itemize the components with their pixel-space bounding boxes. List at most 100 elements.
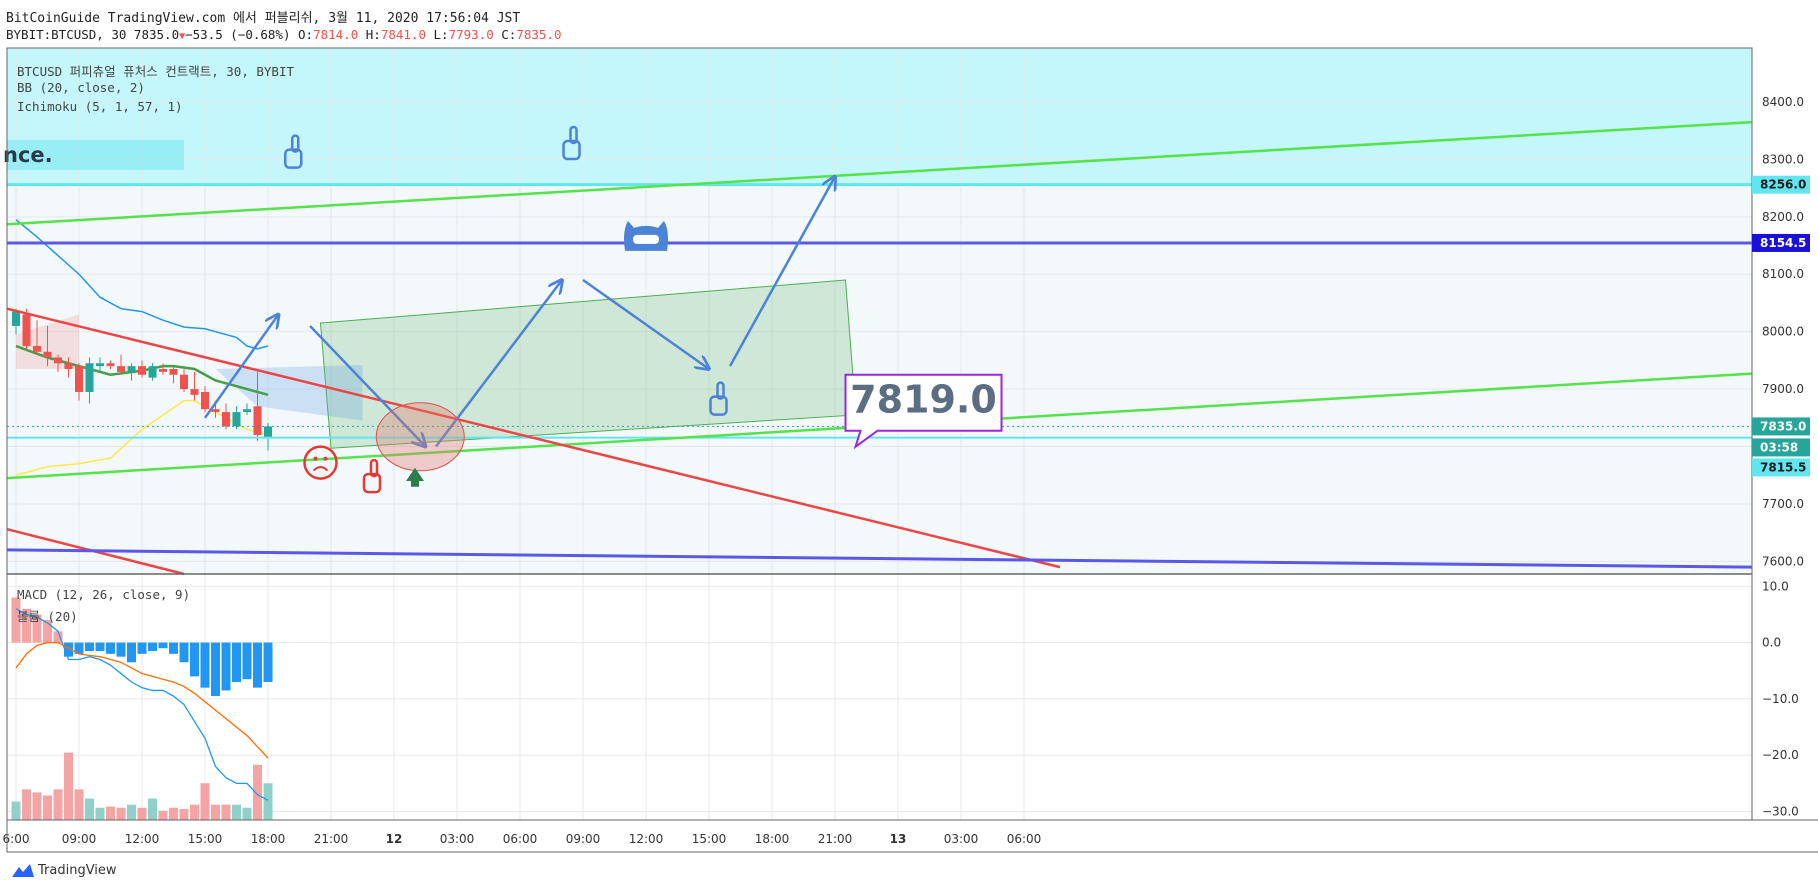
- macd-tick-label: 0.0: [1762, 636, 1781, 650]
- volume-bar: [22, 789, 31, 820]
- reversal-ellipse: [375, 402, 465, 472]
- time-tick-label: 18:00: [755, 832, 790, 846]
- price-tick-label: 8300.0: [1762, 152, 1804, 166]
- candle-body: [64, 363, 73, 369]
- candle-body: [22, 314, 31, 347]
- price-callout-text: 7819.0: [850, 378, 997, 422]
- github-cat-icon: [624, 220, 668, 251]
- tradingview-logo[interactable]: TradingView: [8, 862, 117, 878]
- macd-tick-label: −10.0: [1762, 692, 1799, 706]
- ichimoku-legend: Ichimoku (5, 1, 57, 1): [17, 99, 183, 114]
- projection-arrow: [582, 278, 709, 369]
- time-tick-label: 12:00: [629, 832, 664, 846]
- macd-legend: MACD (12, 26, close, 9): [17, 587, 191, 602]
- volume-bar: [43, 795, 52, 820]
- volume-bar: [127, 804, 136, 820]
- macd-pane-bg: [7, 575, 1752, 820]
- macd-histogram-bar: [200, 642, 210, 688]
- macd-histogram-bar: [22, 608, 31, 643]
- volume-bar: [148, 798, 157, 820]
- note-box: [7, 139, 184, 170]
- low-value: 7793.0: [448, 27, 494, 42]
- bb-upper-line: [15, 219, 269, 350]
- candle-body: [180, 374, 188, 390]
- candle-body: [243, 409, 251, 413]
- hand-finger: [716, 381, 725, 400]
- volume-bar: [64, 752, 73, 820]
- candles: [12, 308, 272, 451]
- candle-body: [169, 368, 178, 375]
- macd-histogram-bar: [64, 642, 73, 657]
- volume-bar: [85, 798, 94, 820]
- volume-bar: [158, 810, 168, 820]
- price-change: −53.5 (−0.68%): [185, 27, 291, 42]
- price-label-text: 8154.5: [1760, 236, 1806, 250]
- macd-histogram-bar: [221, 642, 231, 691]
- macd-histogram-bar: [242, 642, 252, 680]
- cat-face: [633, 234, 659, 244]
- candle-body: [264, 426, 272, 439]
- price-label-box: [1752, 233, 1810, 252]
- price-tick-label: 8400.0: [1762, 95, 1804, 109]
- macd-histogram-bar: [11, 597, 21, 643]
- candle-body: [138, 366, 146, 375]
- volume-bar: [179, 808, 189, 820]
- candle-body: [117, 366, 125, 372]
- projection-arrow: [309, 325, 426, 447]
- time-tick-label: 15:00: [692, 832, 727, 846]
- candle-body: [201, 391, 209, 410]
- sad-face-mouth: [312, 466, 329, 472]
- grid-lines: [7, 48, 1752, 820]
- chart-publish-header: BitCoinGuide TradingView.com 에서 퍼블리쉬, 3월…: [6, 11, 521, 26]
- candle-body: [148, 366, 157, 378]
- drawings: 7819.0: [6, 120, 1753, 576]
- time-tick-label: 12:00: [125, 832, 160, 846]
- price-label-text: 7835.0: [1760, 419, 1806, 433]
- macd-histogram-bar: [32, 614, 42, 643]
- macd-histogram-bar: [179, 642, 189, 663]
- drawing-zones: nce.: [3, 139, 857, 449]
- cloud-band: [215, 364, 363, 421]
- price-tick-label: 7700.0: [1762, 497, 1804, 511]
- sad-face-eye: [323, 456, 328, 461]
- macd-pane: [11, 597, 273, 820]
- cloud-logo-icon: [12, 864, 34, 877]
- red-downtrend-line: [6, 307, 1061, 569]
- volume-bar: [169, 807, 178, 820]
- volume-legend: 볼륨 (20): [17, 609, 78, 624]
- time-tick-label: 09:00: [62, 832, 97, 846]
- macd-histogram-bar: [158, 642, 168, 649]
- low-label: L:: [433, 27, 449, 42]
- bb-middle-line: [15, 344, 269, 397]
- macd-histogram-bar: [95, 642, 105, 652]
- volume-bar: [116, 807, 126, 820]
- pointing-hand-icon: [284, 134, 303, 169]
- pointing-hand-icon: [362, 458, 382, 494]
- signal-line: [15, 641, 269, 759]
- price-tick-label: 8100.0: [1762, 267, 1804, 281]
- projection-arrow: [728, 177, 835, 367]
- candle-body: [127, 366, 136, 372]
- open-value: 7814.0: [313, 27, 359, 42]
- candle-body: [159, 368, 167, 372]
- hand-finger: [569, 125, 578, 145]
- volume-bar: [253, 764, 262, 820]
- axes: 6:00 09:00 12:00 15:00 18:00 21:00 12 03:00 06:0…: [3, 47, 1818, 853]
- candle-body: [75, 366, 83, 392]
- macd-histogram-bar: [148, 642, 157, 652]
- candle-body: [222, 412, 230, 427]
- time-tick-label: 6:00: [3, 832, 30, 846]
- up-arrow-icon: [406, 467, 424, 487]
- macd-histogram-bar: [263, 642, 273, 683]
- price-tick-label: 7600.0: [1762, 554, 1804, 568]
- upper-green-trendline: [6, 120, 1753, 226]
- time-tick-label: 03:00: [944, 832, 979, 846]
- volume-bar: [211, 804, 220, 820]
- projection-arrow: [435, 280, 562, 448]
- candle-body: [54, 357, 62, 364]
- time-tick-label: 13: [890, 832, 907, 846]
- candle-body: [211, 409, 220, 413]
- macd-tick-label: −30.0: [1762, 805, 1799, 819]
- time-tick-label: 12: [386, 832, 403, 846]
